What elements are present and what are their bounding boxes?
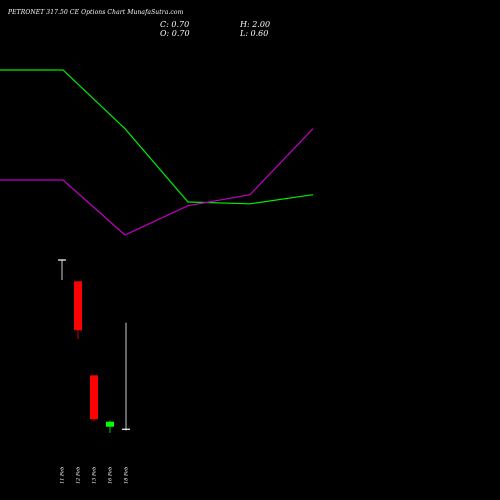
x-axis-tick-labels: 11 Feb 12 Feb 13 Feb 16 Feb 18 Feb: [60, 467, 130, 484]
candles: [58, 259, 130, 433]
indicator-line-green: [0, 69, 314, 205]
open-value: O: 0.70: [160, 29, 190, 38]
candle-1: [74, 281, 82, 339]
low-value: L: 0.60: [240, 29, 269, 38]
x-tick-label: 16 Feb: [108, 467, 114, 484]
candle-0: [58, 259, 66, 281]
x-tick-label: 18 Feb: [124, 467, 130, 484]
candle-2: [90, 375, 98, 422]
candle-body: [106, 421, 114, 427]
x-tick-label: 11 Feb: [60, 467, 66, 484]
high-value: H: 2.00: [240, 20, 271, 29]
indicator-line-magenta: [0, 128, 314, 236]
x-tick-label: 13 Feb: [92, 467, 98, 484]
chart-title: PETRONET 317.50 CE Options Chart MunafaS…: [8, 9, 184, 16]
x-tick-label: 12 Feb: [76, 467, 82, 484]
candle-body: [74, 281, 82, 331]
moving-average-lines: [0, 69, 314, 236]
candle-body: [90, 375, 98, 420]
close-value: C: 0.70: [160, 20, 190, 29]
candle-3: [106, 420, 114, 433]
candle-4: [122, 322, 130, 431]
